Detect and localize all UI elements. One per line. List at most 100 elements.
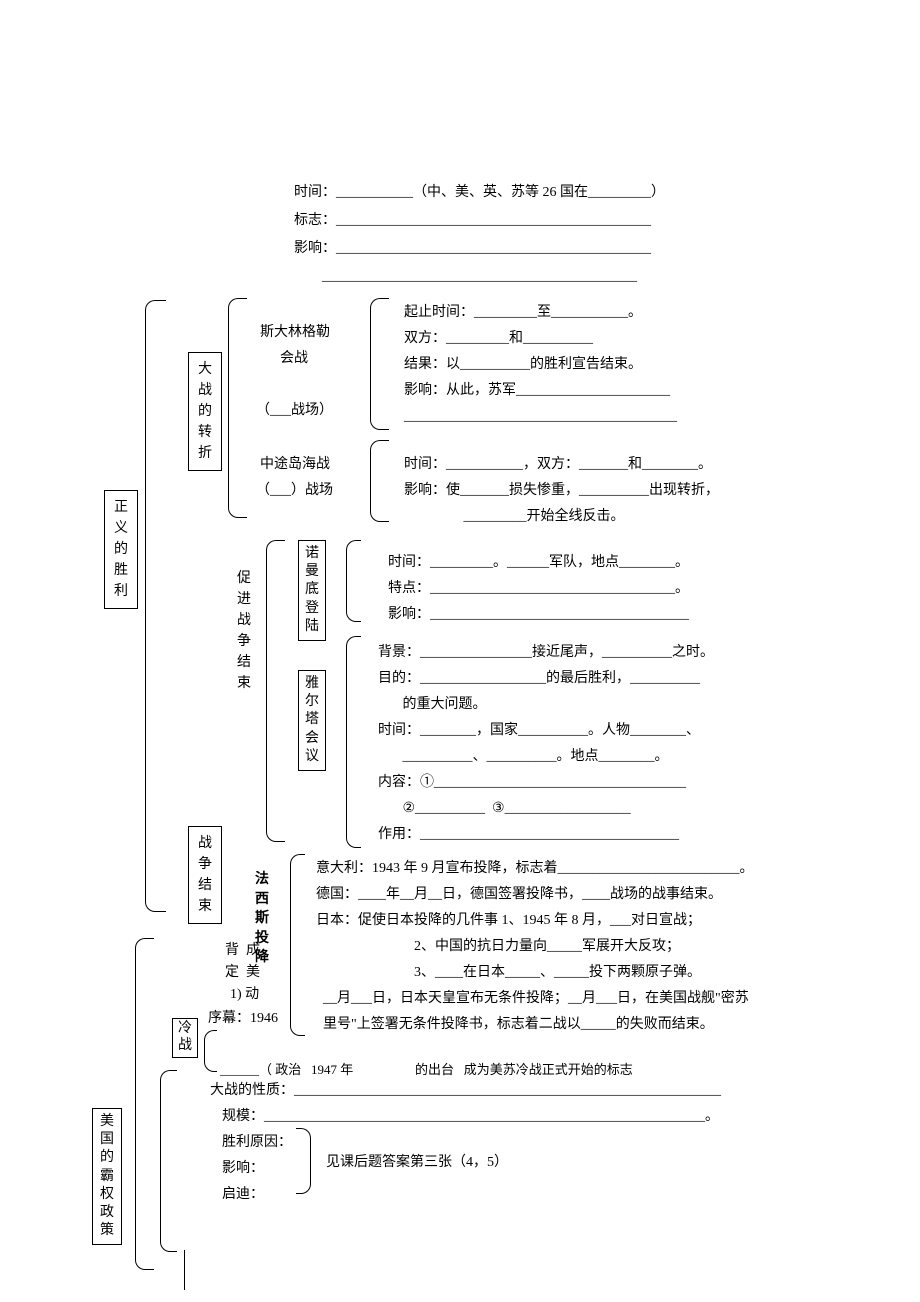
yl-d7: 作用：_____________________________________ [378,822,679,849]
yl-d5: 内容：①____________________________________ [378,770,686,797]
yl-d3: 时间：________，国家__________。人物________、 [378,718,700,745]
yalta-box: 雅 尔 塔 会 议 [298,670,326,771]
brace-normandy [346,540,361,622]
trailing-line [184,1250,186,1290]
nm-c2: 底 [302,581,322,599]
sum-note: 见课后题答案第三张（4，5） [326,1150,508,1177]
main-left-box: 正 义 的 胜 利 [104,490,138,609]
midway-l2: （___）战场 [256,478,333,505]
sum-l0: 大战的性质：__________________________________… [210,1078,721,1105]
yl-d1: 目的：__________________的最后胜利，__________ [378,666,700,693]
us-c0: 美 [96,1113,118,1131]
yl-c2: 塔 [302,711,322,729]
nm-d2: 影响：_____________________________________ [388,602,689,629]
stalin-l4: （___战场） [256,398,333,425]
us-c6: 策 [96,1222,118,1240]
stalin-d2: 结果：以__________的胜利宣告结束。 [404,352,642,379]
pe-c3: 争 [232,631,256,652]
we-c3: 束 [193,896,217,917]
brace-us-outer [135,938,154,1270]
us-hegemony-box: 美 国 的 霸 权 政 策 [92,1108,122,1245]
fs-c0: 法 [252,870,272,890]
stalin-d3: 影响：从此，苏军______________________ [404,378,670,405]
us-c1: 国 [96,1131,118,1149]
fs-c2: 斯 [252,909,272,929]
normandy-box: 诺 曼 底 登 陆 [298,540,326,641]
yl-d4: __________、__________。地点________。 [378,744,669,771]
we-d6: 里号"上签署无条件投降书，标志着二战以_____的失败而结束。 [316,1012,714,1039]
brace-us-inner [160,1070,177,1252]
top-line-4: ________________________________________… [294,264,637,291]
we-d0: 意大利：1943 年 9 月宣布投降，标志着__________________… [316,856,754,883]
us-c5: 政 [96,1204,118,1222]
brace-promote [266,540,285,842]
brace-midway [370,440,389,522]
nm-d0: 时间：_________。______军队，地点________。 [388,550,689,577]
tb-c4: 折 [193,443,217,464]
brace-yalta [346,636,361,848]
pe-c1: 进 [232,589,256,610]
us-c3: 霸 [96,1168,118,1186]
yl-d6: ②__________ ③__________________ [378,796,631,823]
sum-l1: 规模：_____________________________________… [222,1104,719,1131]
sum-l4: 启迪： [222,1182,264,1209]
midway-d1: 影响：使_______损失惨重，__________出现转折， [404,478,719,505]
ov-prelude: 序幕：1946 [208,1006,278,1033]
cw-c0: 冷 [175,1021,195,1038]
tb-c3: 转 [193,422,217,443]
stalin-d0: 起止时间：_________至___________。 [404,300,642,327]
ml-c2: 的 [109,539,133,560]
sum-l2: 胜利原因： [222,1130,292,1157]
midway-d0: 时间：___________，双方：_______和________。 [404,452,712,479]
stalin-d1: 双方：_________和__________ [404,326,593,353]
stalin-d4: _______________________________________ [404,404,677,431]
tb-c2: 的 [193,401,217,422]
nm-c0: 诺 [302,545,322,563]
brace-main [145,300,166,912]
tb-c0: 大 [193,359,217,380]
yl-d0: 背景：________________接近尾声，__________之时。 [378,640,714,667]
coldwar-box: 冷 战 [172,1018,198,1058]
midway-l1: 中途岛海战 [260,452,330,479]
we-c0: 战 [193,833,217,854]
promote-label: 促 进 战 争 结 束 [232,568,256,694]
nm-d1: 特点：___________________________________。 [388,576,689,603]
yl-c1: 尔 [302,693,322,711]
ov-ex1: 1) 动 [230,982,259,1009]
ml-c0: 正 [109,497,133,518]
we-d4: 3、____在日本_____、_____投下两颗原子弹。 [316,960,701,987]
stalin-l1: 斯大林格勒 [260,320,330,347]
sum-l3: 影响： [222,1156,264,1183]
pe-c0: 促 [232,568,256,589]
we-d1: 德国：____年__月__日，德国签署投降书，____战场的战事结束。 [316,882,722,909]
we-d3: 2、中国的抗日力量向_____军展开大反攻； [316,934,680,961]
us-c2: 的 [96,1149,118,1167]
top-line-3: 影响：_____________________________________… [294,236,651,263]
we-d5: __月___日，日本天皇宣布无条件投降；__月___日，在美国战舰"密苏 [316,986,749,1013]
fs-c1: 西 [252,890,272,910]
top-line-1: 时间：___________（中、美、英、苏等 26 国在_________） [294,180,665,207]
brace-stalin [370,298,389,430]
nm-c3: 登 [302,600,322,618]
brace-turning [228,298,247,518]
brace-fascist [290,854,305,1036]
top-line-2: 标志：_____________________________________… [294,208,651,235]
warend-box: 战 争 结 束 [188,826,222,924]
midway-d2: _________开始全线反击。 [404,504,625,531]
us-c4: 权 [96,1186,118,1204]
ml-c4: 利 [109,581,133,602]
pe-c2: 战 [232,610,256,631]
brace-coldwar [204,1030,217,1072]
pe-c4: 结 [232,652,256,673]
tb-c1: 战 [193,380,217,401]
cw-c1: 战 [175,1038,195,1055]
brace-summary [296,1128,311,1194]
we-c2: 结 [193,875,217,896]
yl-d2: 的重大问题。 [378,692,487,719]
page-root: 时间：___________（中、美、英、苏等 26 国在_________） … [0,0,920,1302]
yl-c3: 会 [302,730,322,748]
nm-c4: 陆 [302,618,322,636]
ml-c3: 胜 [109,560,133,581]
yl-c0: 雅 [302,675,322,693]
nm-c1: 曼 [302,563,322,581]
